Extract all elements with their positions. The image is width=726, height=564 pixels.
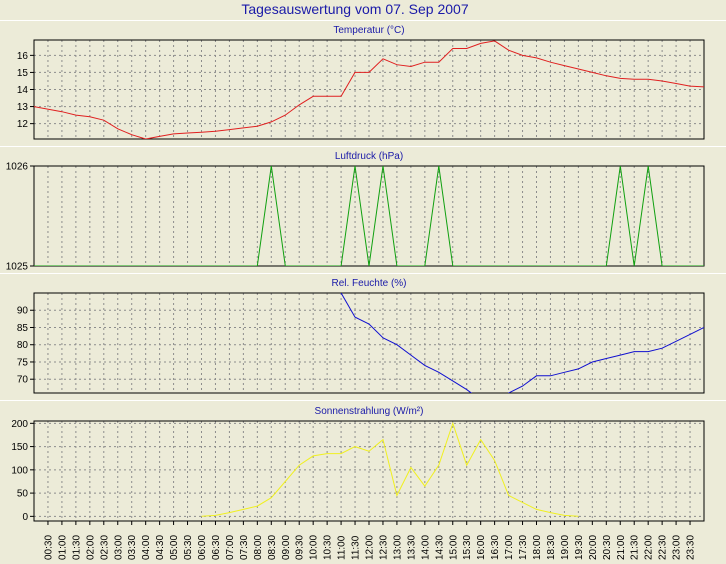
plot-frame (33, 292, 705, 394)
x-tick-label: 17:30 (518, 535, 529, 560)
x-tick-label: 19:30 (574, 535, 585, 560)
x-tick-label: 18:30 (546, 535, 557, 560)
y-tick-label: 14 (17, 85, 29, 96)
x-tick-label: 07:30 (239, 535, 250, 560)
x-tick-label: 01:30 (71, 535, 82, 560)
x-tick-label: 07:00 (225, 535, 236, 560)
chart-panels: Temperatur (°C) 12 13 14 15 16 Luftdruck (hPa)… (0, 20, 726, 523)
x-tick-label: 03:30 (127, 535, 138, 560)
x-tick-label: 00:30 (44, 535, 55, 560)
x-tick-label: 22:30 (658, 535, 669, 560)
grid (34, 40, 704, 139)
panel-humidity: Rel. Feuchte (%) 70 75 80 85 90 (0, 273, 726, 394)
grid (34, 165, 704, 267)
y-tick-label: 85 (17, 323, 29, 334)
panel-title: Sonnenstrahlung (W/m²) (315, 406, 424, 417)
x-tick-label: 06:00 (197, 535, 208, 560)
x-tick-label: 10:00 (309, 535, 320, 560)
panel-temperature: Temperatur (°C) 12 13 14 15 16 (0, 20, 726, 140)
grid (34, 293, 704, 393)
x-tick-label: 08:30 (267, 535, 278, 560)
y-tick-label: 75 (17, 357, 29, 368)
x-tick-label: 09:30 (295, 535, 306, 560)
x-tick-label: 01:00 (57, 535, 68, 560)
plot-frame (33, 39, 705, 140)
y-tick-label: 12 (17, 119, 29, 130)
panel-title: Luftdruck (hPa) (335, 151, 403, 162)
x-tick-label: 21:00 (616, 535, 627, 560)
x-tick-label: 15:00 (448, 535, 459, 560)
x-tick-label: 19:00 (560, 535, 571, 560)
y-tick-label: 16 (17, 51, 29, 62)
y-tick-label: 150 (11, 442, 28, 453)
temperature-series-line (34, 40, 704, 139)
x-tick-label: 12:00 (365, 535, 376, 560)
y-tick-label: 0 (22, 512, 28, 523)
y-tick-label: 50 (17, 489, 29, 500)
x-tick-label: 23:00 (672, 535, 683, 560)
y-tick-label: 1026 (6, 162, 29, 173)
x-tick-label: 11:30 (351, 535, 362, 560)
x-tick-label: 20:00 (588, 535, 599, 560)
y-tick-label: 1025 (6, 262, 29, 273)
x-tick-label: 23:30 (686, 535, 697, 560)
x-tick-label: 04:30 (155, 535, 166, 560)
y-tick-label: 15 (17, 68, 29, 79)
x-tick-label: 21:30 (630, 535, 641, 560)
x-tick-label: 18:00 (532, 535, 543, 560)
x-tick-label: 14:00 (420, 535, 431, 560)
x-tick-label: 17:00 (504, 535, 515, 560)
x-tick-label: 05:30 (183, 535, 194, 560)
x-tick-label: 05:00 (169, 535, 180, 560)
x-tick-label: 12:30 (379, 535, 390, 560)
x-tick-label: 16:00 (476, 535, 487, 560)
grid (34, 421, 704, 521)
x-tick-label: 16:30 (490, 535, 501, 560)
x-tick-label: 13:30 (406, 535, 417, 560)
y-tick-label: 200 (11, 419, 28, 430)
x-tick-label: 22:00 (644, 535, 655, 560)
y-tick-label: 70 (17, 375, 29, 386)
x-tick-label: 09:00 (281, 535, 292, 560)
x-tick-label: 06:30 (211, 535, 222, 560)
radiation-series-line (201, 421, 579, 517)
x-tick-label: 04:00 (141, 535, 152, 560)
panel-pressure: Luftdruck (hPa) 1025 1026 (0, 146, 726, 273)
x-tick-label: 14:30 (434, 535, 445, 560)
panel-title: Temperatur (°C) (333, 25, 404, 36)
x-tick-label: 03:00 (113, 535, 124, 560)
panel-title: Rel. Feuchte (%) (331, 278, 406, 289)
x-tick-label: 02:30 (99, 535, 110, 560)
y-tick-label: 100 (11, 465, 28, 476)
x-tick-label: 10:30 (323, 535, 334, 560)
humidity-series-line (340, 293, 704, 393)
x-tick-label: 13:00 (392, 535, 403, 560)
panel-radiation: Sonnenstrahlung (W/m²) 0 50 100 150 200 (0, 400, 726, 523)
x-axis: 00:30 01:00 01:30 02:00 02:30 03:00 03:30 04:00… (44, 521, 697, 560)
x-tick-label: 08:00 (253, 535, 264, 560)
x-tick-label: 02:00 (85, 535, 96, 560)
y-tick-label: 80 (17, 340, 29, 351)
x-tick-label: 15:30 (462, 535, 473, 560)
x-tick-label: 11:00 (337, 535, 348, 560)
page-title: Tagesauswertung vom 07. Sep 2007 (241, 1, 468, 17)
y-tick-label: 13 (17, 102, 29, 113)
y-tick-label: 90 (17, 306, 29, 317)
x-tick-label: 20:30 (602, 535, 613, 560)
